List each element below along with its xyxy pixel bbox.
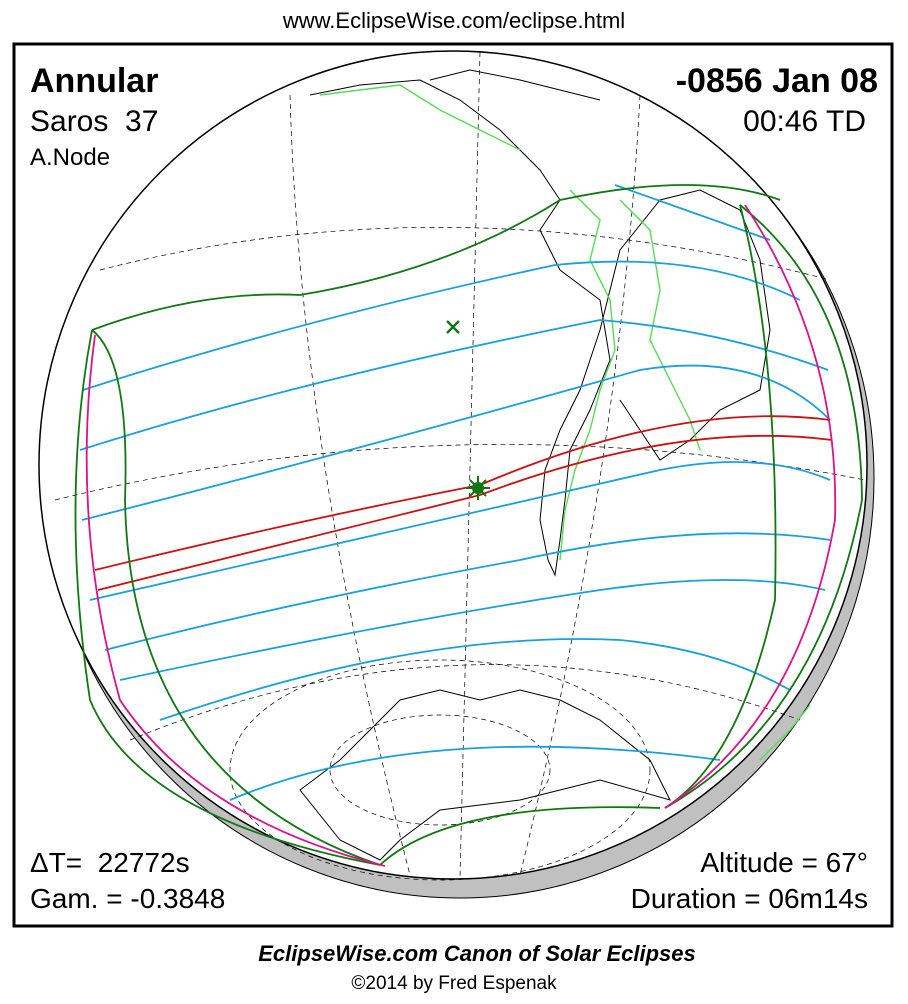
footer-title: EclipseWise.com Canon of Solar Eclipses xyxy=(258,941,696,966)
date: -0856 Jan 08 xyxy=(676,62,878,100)
markers xyxy=(446,320,490,500)
gamma: Gam. = -0.3848 xyxy=(30,883,225,914)
duration: Duration = 06m14s xyxy=(631,883,868,914)
greatest-eclipse-rays xyxy=(466,476,490,500)
gamma-point xyxy=(446,320,460,334)
delta-t: ΔT= 22772s xyxy=(30,847,190,878)
node: A.Node xyxy=(30,144,110,171)
eclipse-type: Annular xyxy=(30,62,158,100)
graticule xyxy=(54,51,866,881)
borders xyxy=(319,84,811,761)
url: www.EclipseWise.com/eclipse.html xyxy=(282,8,625,33)
altitude: Altitude = 67° xyxy=(700,847,868,878)
isolines xyxy=(79,184,831,801)
copyright: ©2014 by Fred Espenak xyxy=(351,973,557,994)
saros: Saros 37 xyxy=(30,105,158,138)
coastlines xyxy=(299,69,771,861)
limits xyxy=(74,184,863,867)
time: 00:46 TD xyxy=(743,105,866,138)
globe xyxy=(38,50,868,880)
